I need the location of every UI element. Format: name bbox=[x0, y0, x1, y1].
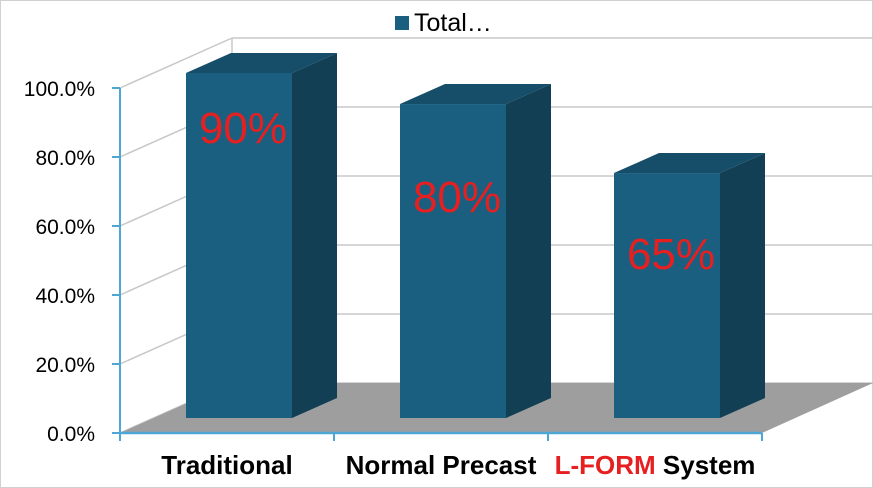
data-label: 65% bbox=[627, 230, 715, 279]
bar: 80% bbox=[400, 84, 551, 419]
y-axis: 0.0% 20.0% 40.0% 60.0% 80.0% 100.0% bbox=[24, 78, 121, 446]
data-label: 90% bbox=[199, 104, 287, 153]
gridline-side bbox=[119, 37, 233, 89]
y-tick-label: 60.0% bbox=[35, 216, 95, 239]
legend: Total… bbox=[395, 9, 492, 37]
bar-top bbox=[186, 53, 337, 73]
bar-front bbox=[400, 104, 506, 419]
bar: 90% bbox=[186, 53, 337, 418]
y-tick-label: 0.0% bbox=[47, 423, 95, 446]
y-tick-label: 100.0% bbox=[24, 78, 95, 101]
y-tick-label: 40.0% bbox=[35, 285, 95, 308]
x-tick-label: Traditional bbox=[161, 450, 292, 480]
bar-top bbox=[400, 84, 551, 105]
legend-label: Total… bbox=[414, 9, 492, 37]
bar-top bbox=[614, 153, 765, 174]
bar-front bbox=[614, 173, 720, 418]
x-axis: Traditional Normal Precast L-FORM System bbox=[119, 431, 763, 480]
bar-side bbox=[292, 53, 337, 418]
bar-side bbox=[506, 84, 551, 419]
x-tick-label: L-FORM System bbox=[555, 450, 756, 480]
x-tick-label: Normal Precast bbox=[346, 450, 537, 480]
bars-group: 90% 80% 65% bbox=[186, 53, 765, 419]
bar-side bbox=[720, 153, 765, 419]
bar-front bbox=[186, 73, 292, 418]
y-tick-label: 80.0% bbox=[35, 147, 95, 170]
legend-swatch bbox=[395, 16, 409, 30]
data-label: 80% bbox=[413, 173, 501, 222]
y-tick-label: 20.0% bbox=[35, 354, 95, 377]
bar: 65% bbox=[614, 153, 765, 419]
